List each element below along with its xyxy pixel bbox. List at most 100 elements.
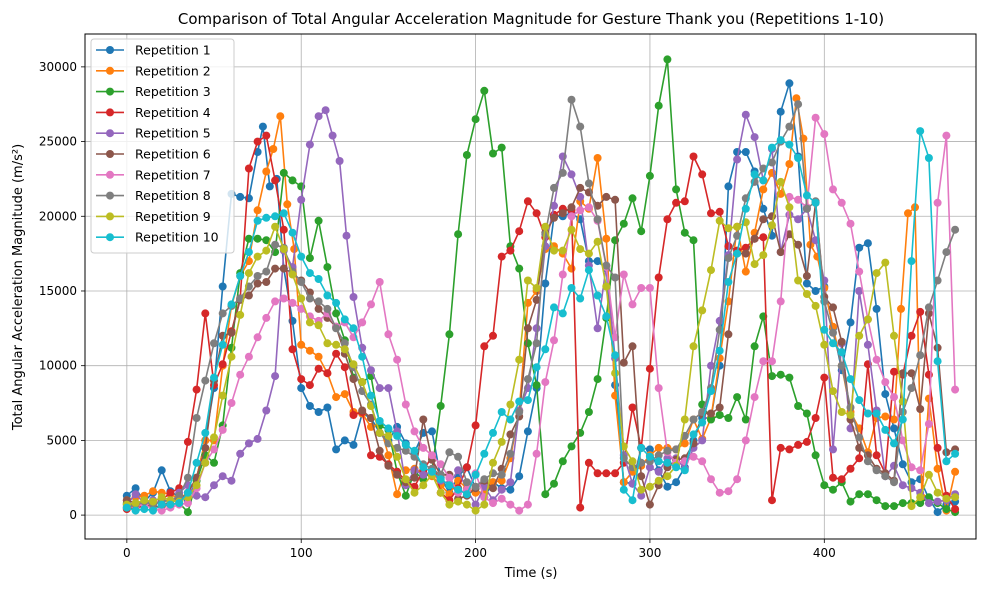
data-point (314, 112, 323, 121)
data-point (576, 503, 585, 512)
data-point (384, 330, 393, 339)
data-point (741, 148, 750, 156)
data-point (567, 225, 576, 234)
data-point (262, 267, 271, 276)
data-point (375, 417, 384, 425)
data-point (506, 500, 515, 509)
data-point (689, 342, 698, 351)
data-point (428, 451, 436, 460)
data-point (602, 261, 611, 270)
data-point (855, 490, 864, 499)
data-point (244, 164, 253, 173)
data-point (367, 414, 375, 422)
data-point (689, 452, 698, 461)
data-point (288, 298, 297, 307)
data-point (192, 414, 201, 422)
data-point (733, 231, 742, 240)
data-point (794, 154, 803, 162)
data-point (802, 279, 811, 288)
data-point (863, 409, 872, 418)
data-point (733, 393, 742, 402)
data-point (375, 446, 384, 455)
data-point (541, 279, 550, 288)
data-point (680, 439, 689, 448)
data-point (785, 192, 794, 201)
data-point (933, 443, 942, 452)
data-point (550, 246, 558, 255)
data-point (628, 403, 637, 412)
data-point (253, 272, 262, 280)
data-point (497, 437, 506, 446)
data-point (898, 436, 907, 445)
data-point (419, 415, 428, 424)
data-point (140, 496, 149, 505)
data-point (393, 470, 402, 479)
data-point (210, 339, 218, 348)
data-point (724, 254, 733, 263)
data-point (689, 415, 698, 424)
data-point (698, 170, 707, 179)
data-point (192, 385, 201, 394)
x-tick-label: 0 (123, 546, 131, 560)
data-point (707, 415, 715, 424)
data-point (698, 436, 707, 445)
data-point (335, 157, 344, 165)
x-tick-label: 200 (464, 546, 487, 560)
data-point (462, 151, 471, 159)
data-point (724, 487, 733, 496)
data-point (916, 351, 925, 360)
data-point (328, 131, 337, 140)
data-point (951, 449, 960, 458)
data-point (733, 475, 742, 484)
chart-title: Comparison of Total Angular Acceleration… (178, 10, 884, 28)
legend-label: Repetition 3 (135, 84, 211, 99)
data-point (166, 500, 175, 509)
data-point (323, 403, 332, 412)
data-point (258, 122, 267, 131)
data-point (637, 472, 646, 481)
data-point (297, 340, 306, 349)
data-point (305, 346, 314, 355)
data-point (349, 293, 358, 301)
data-point (340, 436, 349, 445)
data-point (497, 470, 506, 479)
data-point (279, 168, 288, 177)
data-point (323, 339, 332, 348)
data-point (349, 324, 358, 333)
data-point (916, 499, 925, 508)
x-tick-label: 300 (638, 546, 661, 560)
data-point (654, 384, 663, 393)
data-point (419, 443, 428, 452)
data-point (768, 372, 776, 381)
data-point (253, 434, 262, 443)
data-point (305, 318, 314, 327)
data-point (149, 506, 157, 515)
data-point (445, 448, 454, 457)
data-point (349, 375, 358, 384)
legend-label: Repetition 10 (135, 230, 219, 245)
data-point (515, 264, 524, 273)
data-point (471, 470, 480, 479)
data-point (515, 506, 524, 515)
data-point (898, 499, 907, 508)
data-point (829, 339, 837, 348)
data-point (201, 376, 210, 385)
data-point (872, 355, 881, 364)
data-point (157, 493, 166, 502)
data-point (201, 493, 210, 502)
data-point (916, 493, 925, 502)
data-point (332, 445, 341, 454)
data-point (497, 252, 506, 261)
data-point (829, 328, 837, 337)
data-point (890, 415, 898, 424)
data-point (792, 94, 801, 103)
data-point (262, 213, 271, 222)
data-point (532, 381, 541, 390)
data-point (436, 488, 445, 497)
data-point (175, 499, 184, 508)
data-point (558, 457, 567, 466)
data-point (384, 424, 393, 433)
data-point (384, 461, 393, 470)
data-point (253, 279, 262, 288)
data-point (707, 409, 715, 418)
